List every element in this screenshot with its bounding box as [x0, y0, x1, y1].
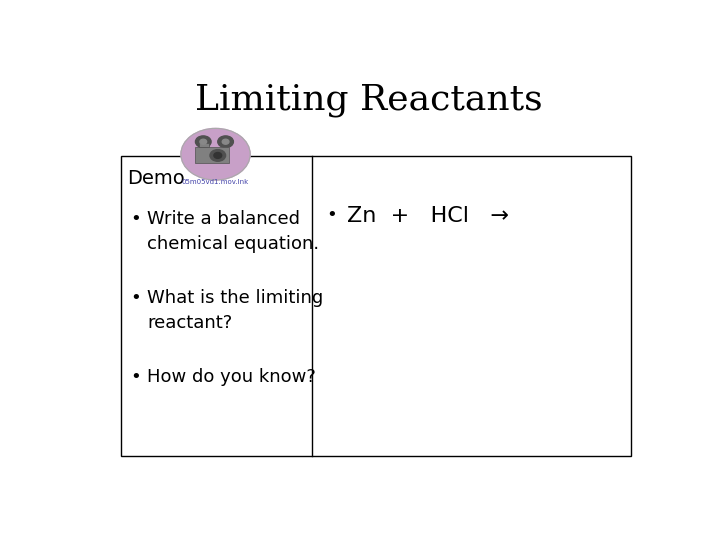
Circle shape: [210, 150, 225, 161]
Bar: [199, 144, 209, 147]
Circle shape: [217, 136, 233, 147]
Bar: [195, 147, 229, 163]
Text: 05m05vd1.mov.lnk: 05m05vd1.mov.lnk: [182, 179, 249, 185]
Text: Zn  +   HCl   →: Zn + HCl →: [347, 206, 509, 226]
Text: What is the limiting
reactant?: What is the limiting reactant?: [148, 289, 324, 332]
Text: Write a balanced
chemical equation.: Write a balanced chemical equation.: [148, 210, 320, 253]
Circle shape: [200, 139, 207, 144]
Circle shape: [222, 139, 229, 144]
Bar: [121, 156, 631, 456]
Text: •: •: [131, 368, 142, 386]
Circle shape: [214, 152, 222, 158]
Circle shape: [181, 129, 250, 180]
Text: •: •: [326, 206, 337, 224]
Circle shape: [195, 136, 211, 147]
Text: Limiting Reactants: Limiting Reactants: [195, 83, 543, 117]
Text: Demo: Demo: [127, 168, 185, 188]
Text: •: •: [131, 210, 142, 228]
Text: •: •: [131, 289, 142, 307]
Text: How do you know?: How do you know?: [148, 368, 316, 386]
